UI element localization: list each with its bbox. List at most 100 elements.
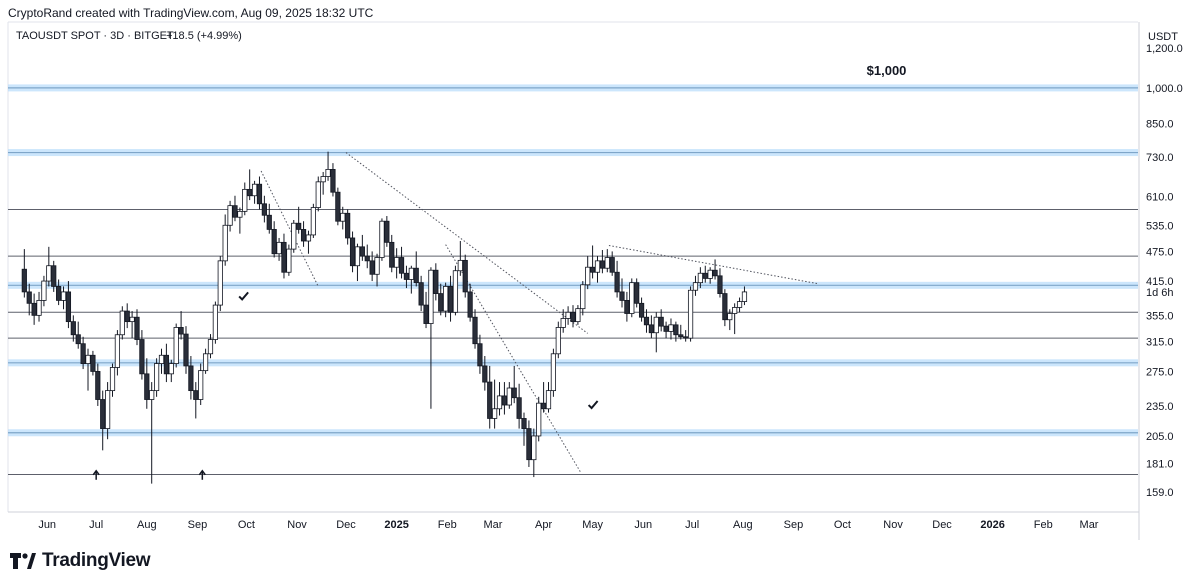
candle bbox=[521, 412, 527, 446]
candle bbox=[438, 283, 444, 316]
candle bbox=[638, 297, 645, 322]
candle bbox=[717, 268, 723, 298]
price-tick-label: 159.0 bbox=[1146, 487, 1174, 499]
candle-body bbox=[423, 304, 429, 324]
price-tick-label: 205.0 bbox=[1146, 431, 1174, 443]
candle-body bbox=[443, 286, 449, 312]
candle-body bbox=[467, 291, 473, 318]
candle-body bbox=[340, 212, 346, 222]
time-axis[interactable]: Jun Jul Aug Sep Oct Nov Dec 2025 Feb Mar Apr May Jun… bbox=[38, 519, 1099, 531]
candle-body bbox=[85, 354, 91, 364]
candle-body bbox=[648, 324, 654, 334]
candle bbox=[457, 241, 463, 276]
price-tick-label: 181.0 bbox=[1146, 458, 1174, 470]
price-tick-label: 1,000.0 bbox=[1146, 83, 1183, 95]
time-tick-label: Nov bbox=[883, 519, 903, 531]
candle bbox=[673, 321, 679, 342]
candle-body bbox=[261, 203, 267, 216]
candle bbox=[418, 275, 424, 312]
candle bbox=[237, 207, 243, 234]
candle bbox=[496, 382, 503, 416]
candle bbox=[580, 281, 586, 316]
candle bbox=[433, 263, 439, 301]
candle-body bbox=[472, 316, 478, 345]
candle-body bbox=[335, 191, 341, 222]
candle-body bbox=[90, 354, 96, 372]
candle bbox=[188, 356, 194, 400]
candle bbox=[266, 203, 272, 234]
candle-body bbox=[251, 183, 258, 197]
candle-body bbox=[65, 291, 72, 323]
candle-body bbox=[658, 316, 664, 327]
candle bbox=[134, 309, 140, 346]
candle bbox=[124, 303, 130, 329]
candle-body bbox=[124, 310, 130, 323]
checkmark-icon bbox=[238, 291, 249, 301]
candle bbox=[727, 309, 733, 331]
candle-body bbox=[599, 260, 605, 269]
support-resistance-zones bbox=[8, 84, 1138, 437]
candle bbox=[100, 390, 106, 451]
candle-body bbox=[565, 311, 571, 319]
candle-body bbox=[712, 269, 718, 277]
candle-body bbox=[198, 370, 204, 400]
symbol-line: TAOUSDT SPOT · 3D · BITGET bbox=[16, 30, 174, 42]
candle-body bbox=[320, 176, 326, 183]
candle-body bbox=[178, 327, 184, 335]
candle bbox=[349, 231, 356, 273]
candle-body bbox=[541, 402, 547, 410]
candle-body bbox=[487, 381, 493, 419]
candle-body bbox=[521, 418, 527, 429]
tradingview-logo[interactable]: TradingView bbox=[10, 550, 151, 572]
candle-body bbox=[134, 316, 140, 340]
candle-body bbox=[310, 207, 316, 236]
candle-body bbox=[678, 334, 684, 338]
candle-body bbox=[232, 205, 238, 218]
time-tick-label: Feb bbox=[1034, 519, 1053, 531]
candle-body bbox=[330, 169, 336, 193]
candle bbox=[163, 343, 169, 383]
candle-body bbox=[413, 267, 419, 284]
candle bbox=[384, 216, 390, 247]
annotations: $1,000 bbox=[92, 63, 906, 480]
candle-body bbox=[46, 265, 52, 282]
candle bbox=[242, 182, 248, 216]
price-chart[interactable]: $1,000 USDT 1,200.0 1,000.0 850.0 730.0 610.… bbox=[0, 0, 1200, 540]
candle bbox=[26, 283, 32, 316]
candle bbox=[585, 256, 591, 290]
candle bbox=[46, 246, 52, 287]
candle-body bbox=[188, 365, 194, 392]
price-tick-label: 850.0 bbox=[1146, 119, 1174, 131]
candle-body bbox=[217, 260, 223, 306]
candle bbox=[614, 260, 620, 298]
candle-body bbox=[555, 327, 561, 355]
candle-body bbox=[276, 241, 282, 255]
candle bbox=[702, 265, 708, 283]
candle-body bbox=[506, 387, 512, 406]
candle-body bbox=[95, 371, 101, 400]
candle bbox=[516, 383, 522, 429]
candle bbox=[315, 176, 321, 212]
candle-body bbox=[418, 282, 424, 306]
candle-body bbox=[60, 291, 67, 301]
candle-body bbox=[173, 327, 179, 364]
candle-body bbox=[242, 188, 248, 212]
candle bbox=[741, 286, 748, 306]
price-tick-label: 535.0 bbox=[1146, 220, 1174, 232]
candle bbox=[281, 233, 287, 279]
candle-body bbox=[697, 272, 703, 284]
candle-body bbox=[433, 269, 439, 294]
candle bbox=[648, 315, 654, 339]
candle bbox=[90, 350, 96, 376]
candle-body bbox=[325, 169, 331, 177]
candle bbox=[109, 363, 116, 397]
candle bbox=[212, 301, 218, 344]
time-tick-label: Jun bbox=[634, 519, 652, 531]
checkmark-icon bbox=[587, 400, 599, 410]
candle bbox=[604, 249, 610, 273]
candle bbox=[75, 321, 81, 349]
candle-body bbox=[629, 282, 635, 314]
candle-body bbox=[732, 307, 738, 314]
candle-body bbox=[193, 390, 199, 400]
price-axis[interactable]: USDT 1,200.0 1,000.0 850.0 730.0 610.0 535.0 4… bbox=[1146, 31, 1183, 499]
